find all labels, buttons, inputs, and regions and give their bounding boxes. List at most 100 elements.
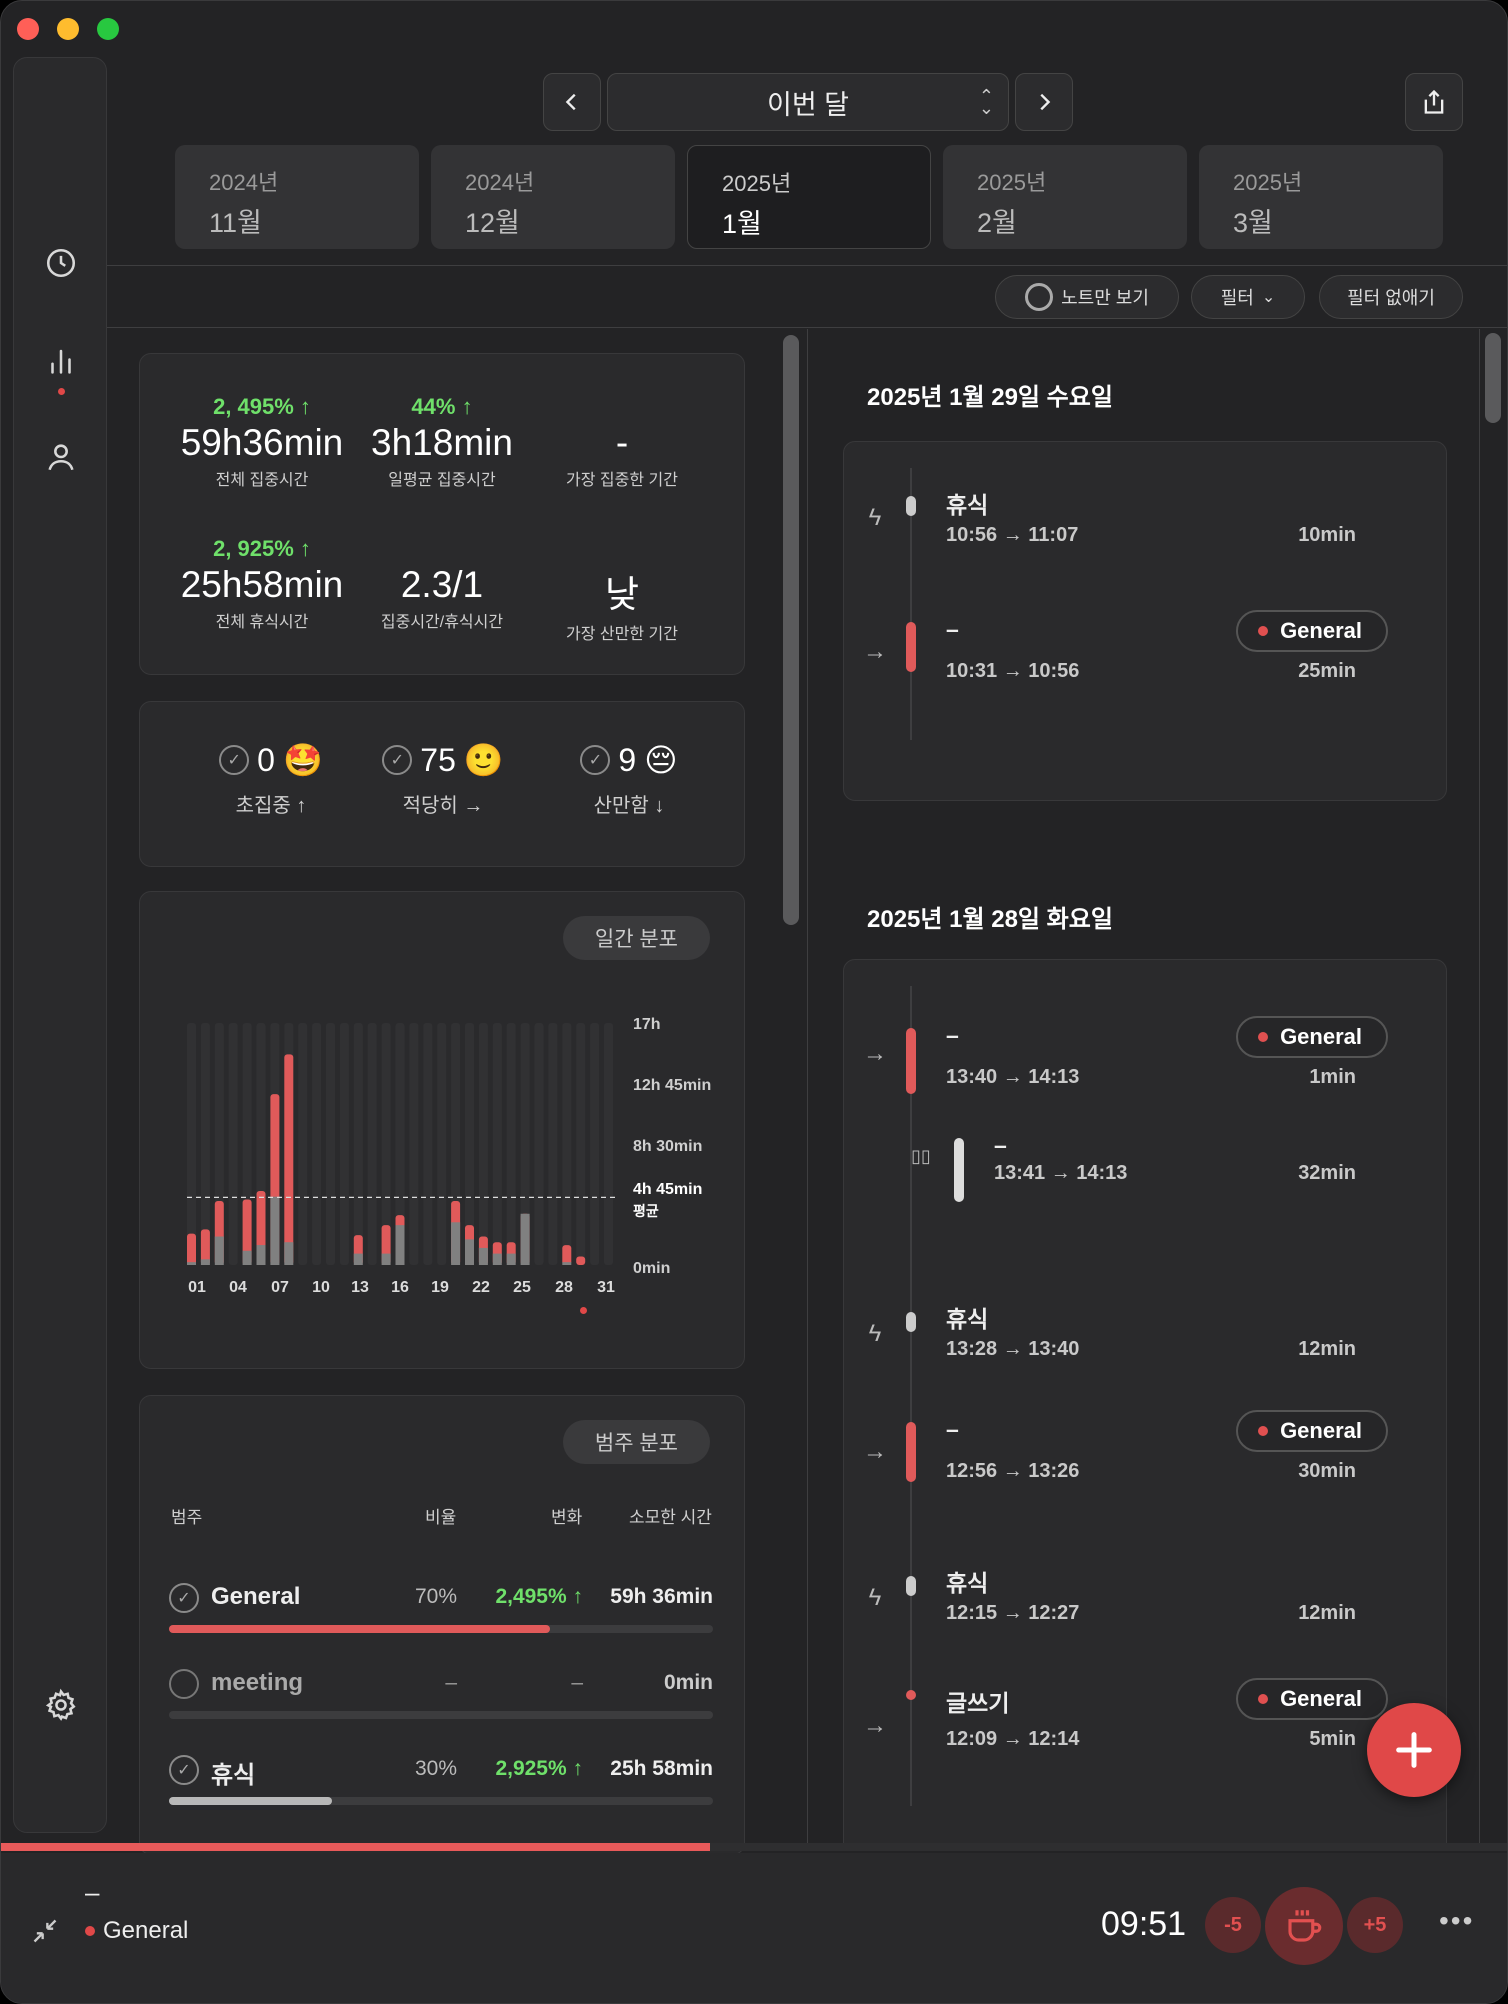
event-bar: [906, 622, 916, 672]
period-label: 이번 달: [766, 89, 850, 120]
month-tab-2024-12[interactable]: 2024년 12월: [431, 145, 675, 249]
category-tag[interactable]: General: [1236, 610, 1388, 652]
event-bar: [906, 1312, 916, 1332]
rest-bar-01[interactable]: [187, 1262, 196, 1265]
category-row-meeting[interactable]: meeting – – 0min: [169, 1669, 713, 1719]
timeline-event[interactable]: → – 13:40 → 14:13 General 1min: [844, 1016, 1448, 1138]
focus-bar-08[interactable]: [284, 1054, 294, 1265]
left-scrollbar-thumb[interactable]: [783, 335, 799, 925]
rest-bar-03[interactable]: [214, 1236, 224, 1265]
check-circle-icon: ✓: [580, 745, 611, 775]
rest-bar-25[interactable]: [520, 1213, 530, 1265]
rest-bar-23[interactable]: [492, 1253, 502, 1265]
rest-bar-24[interactable]: [506, 1253, 516, 1265]
timeline-event[interactable]: → 글쓰기 12:09 → 12:14 General 5min: [844, 1678, 1448, 1800]
mood-distracted[interactable]: ✓ 9 😔 산만함 ↓: [549, 741, 709, 818]
timeline-event[interactable]: ϟ 휴식 12:15 → 12:27 12min: [844, 1562, 1448, 1672]
rest-bar-02[interactable]: [200, 1259, 210, 1265]
event-time: 13:40 → 14:13: [946, 1066, 1080, 1088]
check-circle-icon[interactable]: ✓: [169, 1583, 199, 1613]
event-title: –: [946, 1022, 959, 1048]
timeline-line: [910, 468, 912, 740]
plus-5-button[interactable]: +5: [1347, 1897, 1403, 1953]
y-tick-label: 8h 30min: [633, 1138, 703, 1155]
zoom-window-button[interactable]: [97, 18, 119, 40]
filter-dropdown[interactable]: 필터 ⌄: [1191, 275, 1305, 319]
timeline-event[interactable]: ϟ 휴식 10:56 → 11:07 10min: [844, 482, 1448, 592]
rest-bar-20[interactable]: [451, 1222, 461, 1265]
daily-distribution-tag[interactable]: 일간 분포: [562, 916, 710, 960]
arrow-right-icon: →: [863, 1040, 887, 1067]
next-period-button[interactable]: [1015, 73, 1073, 131]
focus-bar-28[interactable]: [562, 1245, 572, 1265]
lightning-icon: ϟ: [868, 504, 882, 531]
stat-value: -: [615, 422, 629, 463]
stat-label: 전체 집중시간: [215, 472, 309, 489]
category-row-rest[interactable]: ✓ 휴식 30% 2,925% ↑ 25h 58min: [169, 1755, 713, 1805]
close-window-button[interactable]: [17, 18, 39, 40]
more-options-icon[interactable]: •••: [1439, 1905, 1475, 1936]
share-button[interactable]: [1405, 73, 1463, 131]
stat-change: [342, 536, 542, 564]
check-circle-icon[interactable]: ✓: [169, 1755, 199, 1785]
category-tag[interactable]: General: [1236, 1016, 1388, 1058]
break-coffee-button[interactable]: [1265, 1887, 1343, 1965]
empty-circle-icon[interactable]: [169, 1669, 199, 1699]
category-distribution-tag[interactable]: 범주 분포: [562, 1420, 710, 1464]
mood-moderate[interactable]: ✓ 75 🙂 적당히 →: [363, 741, 523, 818]
category-row-general[interactable]: ✓ General 70% 2,495% ↑ 59h 36min: [169, 1583, 713, 1633]
rest-bar-15[interactable]: [381, 1253, 391, 1265]
mood-count: 0: [257, 741, 275, 778]
month-tab-2025-02[interactable]: 2025년 2월: [943, 145, 1187, 249]
rest-bar-05[interactable]: [242, 1250, 252, 1265]
period-selector[interactable]: 이번 달 ⌃ ⌄: [607, 73, 1009, 131]
minus-5-button[interactable]: -5: [1205, 1897, 1261, 1953]
timeline-event[interactable]: → – 12:56 → 13:26 General 30min: [844, 1410, 1448, 1532]
month-tab-2025-01[interactable]: 2025년 1월: [687, 145, 931, 249]
event-time: 12:09 → 12:14: [946, 1728, 1080, 1750]
category-tag[interactable]: General: [1236, 1678, 1388, 1720]
rest-bar-28[interactable]: [562, 1262, 572, 1265]
clock-icon[interactable]: [44, 246, 78, 280]
active-indicator-dot: [58, 388, 65, 395]
y-tick-label: 17h: [633, 1016, 661, 1033]
notes-only-toggle[interactable]: 노트만 보기: [995, 275, 1179, 319]
minimize-window-button[interactable]: [57, 18, 79, 40]
rest-bar-22[interactable]: [478, 1247, 488, 1265]
rest-bar-08[interactable]: [284, 1242, 294, 1265]
timeline-event[interactable]: → – 10:31 → 10:56 General 25min: [844, 610, 1448, 732]
rest-bar-21[interactable]: [465, 1239, 474, 1265]
settings-gear-icon[interactable]: [44, 1688, 78, 1722]
rest-bar-07[interactable]: [270, 1196, 280, 1265]
rest-bar-13[interactable]: [353, 1253, 363, 1265]
current-category[interactable]: General: [85, 1917, 188, 1945]
timeline-event[interactable]: ϟ 휴식 13:28 → 13:40 12min: [844, 1298, 1448, 1408]
rest-bar-16[interactable]: [395, 1225, 405, 1265]
month-tab-2024-11[interactable]: 2024년 11월: [175, 145, 419, 249]
stat-label: 가장 산만한 기간: [566, 626, 678, 643]
minus-5-label: -5: [1224, 1913, 1242, 1936]
timeline-event-pause[interactable]: ▯▯ – 13:41 → 14:13 32min: [844, 1132, 1448, 1248]
x-tick-label: 13: [351, 1279, 369, 1296]
user-icon[interactable]: [44, 440, 78, 474]
divider: [107, 265, 1507, 266]
collapse-arrows-icon[interactable]: [31, 1917, 59, 1945]
category-tag[interactable]: General: [1236, 1410, 1388, 1452]
clear-filter-button[interactable]: 필터 없애기: [1319, 275, 1463, 319]
right-scrollbar-thumb[interactable]: [1485, 333, 1501, 423]
bar-background: [326, 1023, 335, 1265]
focus-bar-01[interactable]: [187, 1233, 196, 1265]
notes-only-label: 노트만 보기: [1061, 288, 1149, 308]
focus-bar-29[interactable]: [576, 1256, 586, 1265]
stats-chart-icon[interactable]: [44, 344, 78, 378]
mood-label: 산만함 ↓: [593, 795, 665, 817]
focus-bar-02[interactable]: [200, 1229, 210, 1265]
add-entry-button[interactable]: [1367, 1703, 1461, 1797]
mood-super-focus[interactable]: ✓ 0 🤩 초집중 ↑: [191, 741, 351, 818]
focus-bar-05[interactable]: [242, 1199, 252, 1265]
rest-bar-06[interactable]: [256, 1245, 266, 1265]
prev-period-button[interactable]: [543, 73, 601, 131]
month-tab-2025-03[interactable]: 2025년 3월: [1199, 145, 1443, 249]
mood-label: 초집중 ↑: [235, 795, 307, 817]
